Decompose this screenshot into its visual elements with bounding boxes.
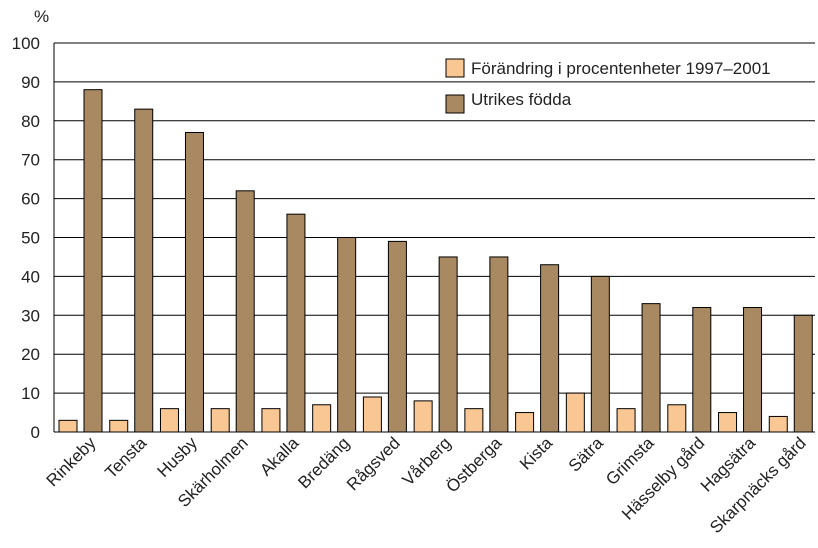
bar-change <box>362 396 382 433</box>
y-tick-label: 90 <box>21 73 40 92</box>
y-tick-label: 100 <box>12 34 40 53</box>
bar-foreign-born <box>337 237 357 433</box>
x-tick-label: Tensta <box>101 433 150 482</box>
bar-foreign-born <box>540 264 560 433</box>
bar-change <box>58 419 78 433</box>
y-tick-label: 20 <box>21 345 40 364</box>
bar-change <box>616 408 636 433</box>
bar-foreign-born <box>438 256 458 433</box>
legend-label-foreign-born: Utrikes födda <box>471 90 572 109</box>
bar-foreign-born <box>235 190 255 433</box>
y-tick-label: 50 <box>21 229 40 248</box>
bar-change <box>261 408 281 433</box>
bar-foreign-born <box>489 256 509 433</box>
x-tick-label: Kista <box>516 433 557 474</box>
bar-foreign-born <box>387 240 407 433</box>
x-tick-label: Rågsved <box>343 433 404 494</box>
bar-change <box>210 408 230 433</box>
x-tick-label: Sätra <box>565 433 608 476</box>
x-tick-label: Rinkeby <box>43 433 100 490</box>
y-tick-label: 60 <box>21 190 40 209</box>
bar-change <box>768 415 788 433</box>
y-tick-label: 0 <box>31 423 40 442</box>
bars <box>58 89 813 433</box>
bar-change <box>515 412 535 433</box>
bar-foreign-born <box>286 213 306 433</box>
bar-foreign-born <box>83 89 103 433</box>
legend-label-change: Förändring i procentenheter 1997–2001 <box>471 59 771 78</box>
bar-change <box>667 404 687 433</box>
legend-swatch-change <box>445 58 465 78</box>
bar-foreign-born <box>692 307 712 433</box>
x-tick-label: Husby <box>154 433 202 481</box>
bar-foreign-born <box>743 307 763 433</box>
bar-foreign-born <box>641 303 661 433</box>
x-tick-label: Östberga <box>443 433 506 496</box>
bar-change <box>159 408 179 433</box>
legend: Förändring i procentenheter 1997–2001 Ut… <box>445 58 771 114</box>
x-tick-label: Akalla <box>256 433 303 480</box>
y-tick-label: 40 <box>21 267 40 286</box>
grid <box>53 42 815 433</box>
bar-foreign-born <box>793 314 813 433</box>
bar-foreign-born <box>134 108 154 433</box>
bar-change <box>109 419 129 433</box>
bar-foreign-born <box>590 275 610 433</box>
bar-change <box>718 412 738 433</box>
bar-change <box>413 400 433 433</box>
y-axis-unit: % <box>34 7 49 26</box>
y-tick-label: 10 <box>21 384 40 403</box>
y-tick-label: 30 <box>21 306 40 325</box>
y-tick-label: 80 <box>21 112 40 131</box>
bar-change <box>464 408 484 433</box>
y-axis-ticks: 0 10 20 30 40 50 60 70 80 90 100 <box>12 34 40 442</box>
x-tick-label: Skarpnäcks gård <box>706 433 810 537</box>
bar-change <box>312 404 332 433</box>
bar-foreign-born <box>184 131 204 433</box>
y-tick-label: 70 <box>21 151 40 170</box>
bar-change <box>565 392 585 433</box>
legend-swatch-foreign-born <box>445 94 465 114</box>
